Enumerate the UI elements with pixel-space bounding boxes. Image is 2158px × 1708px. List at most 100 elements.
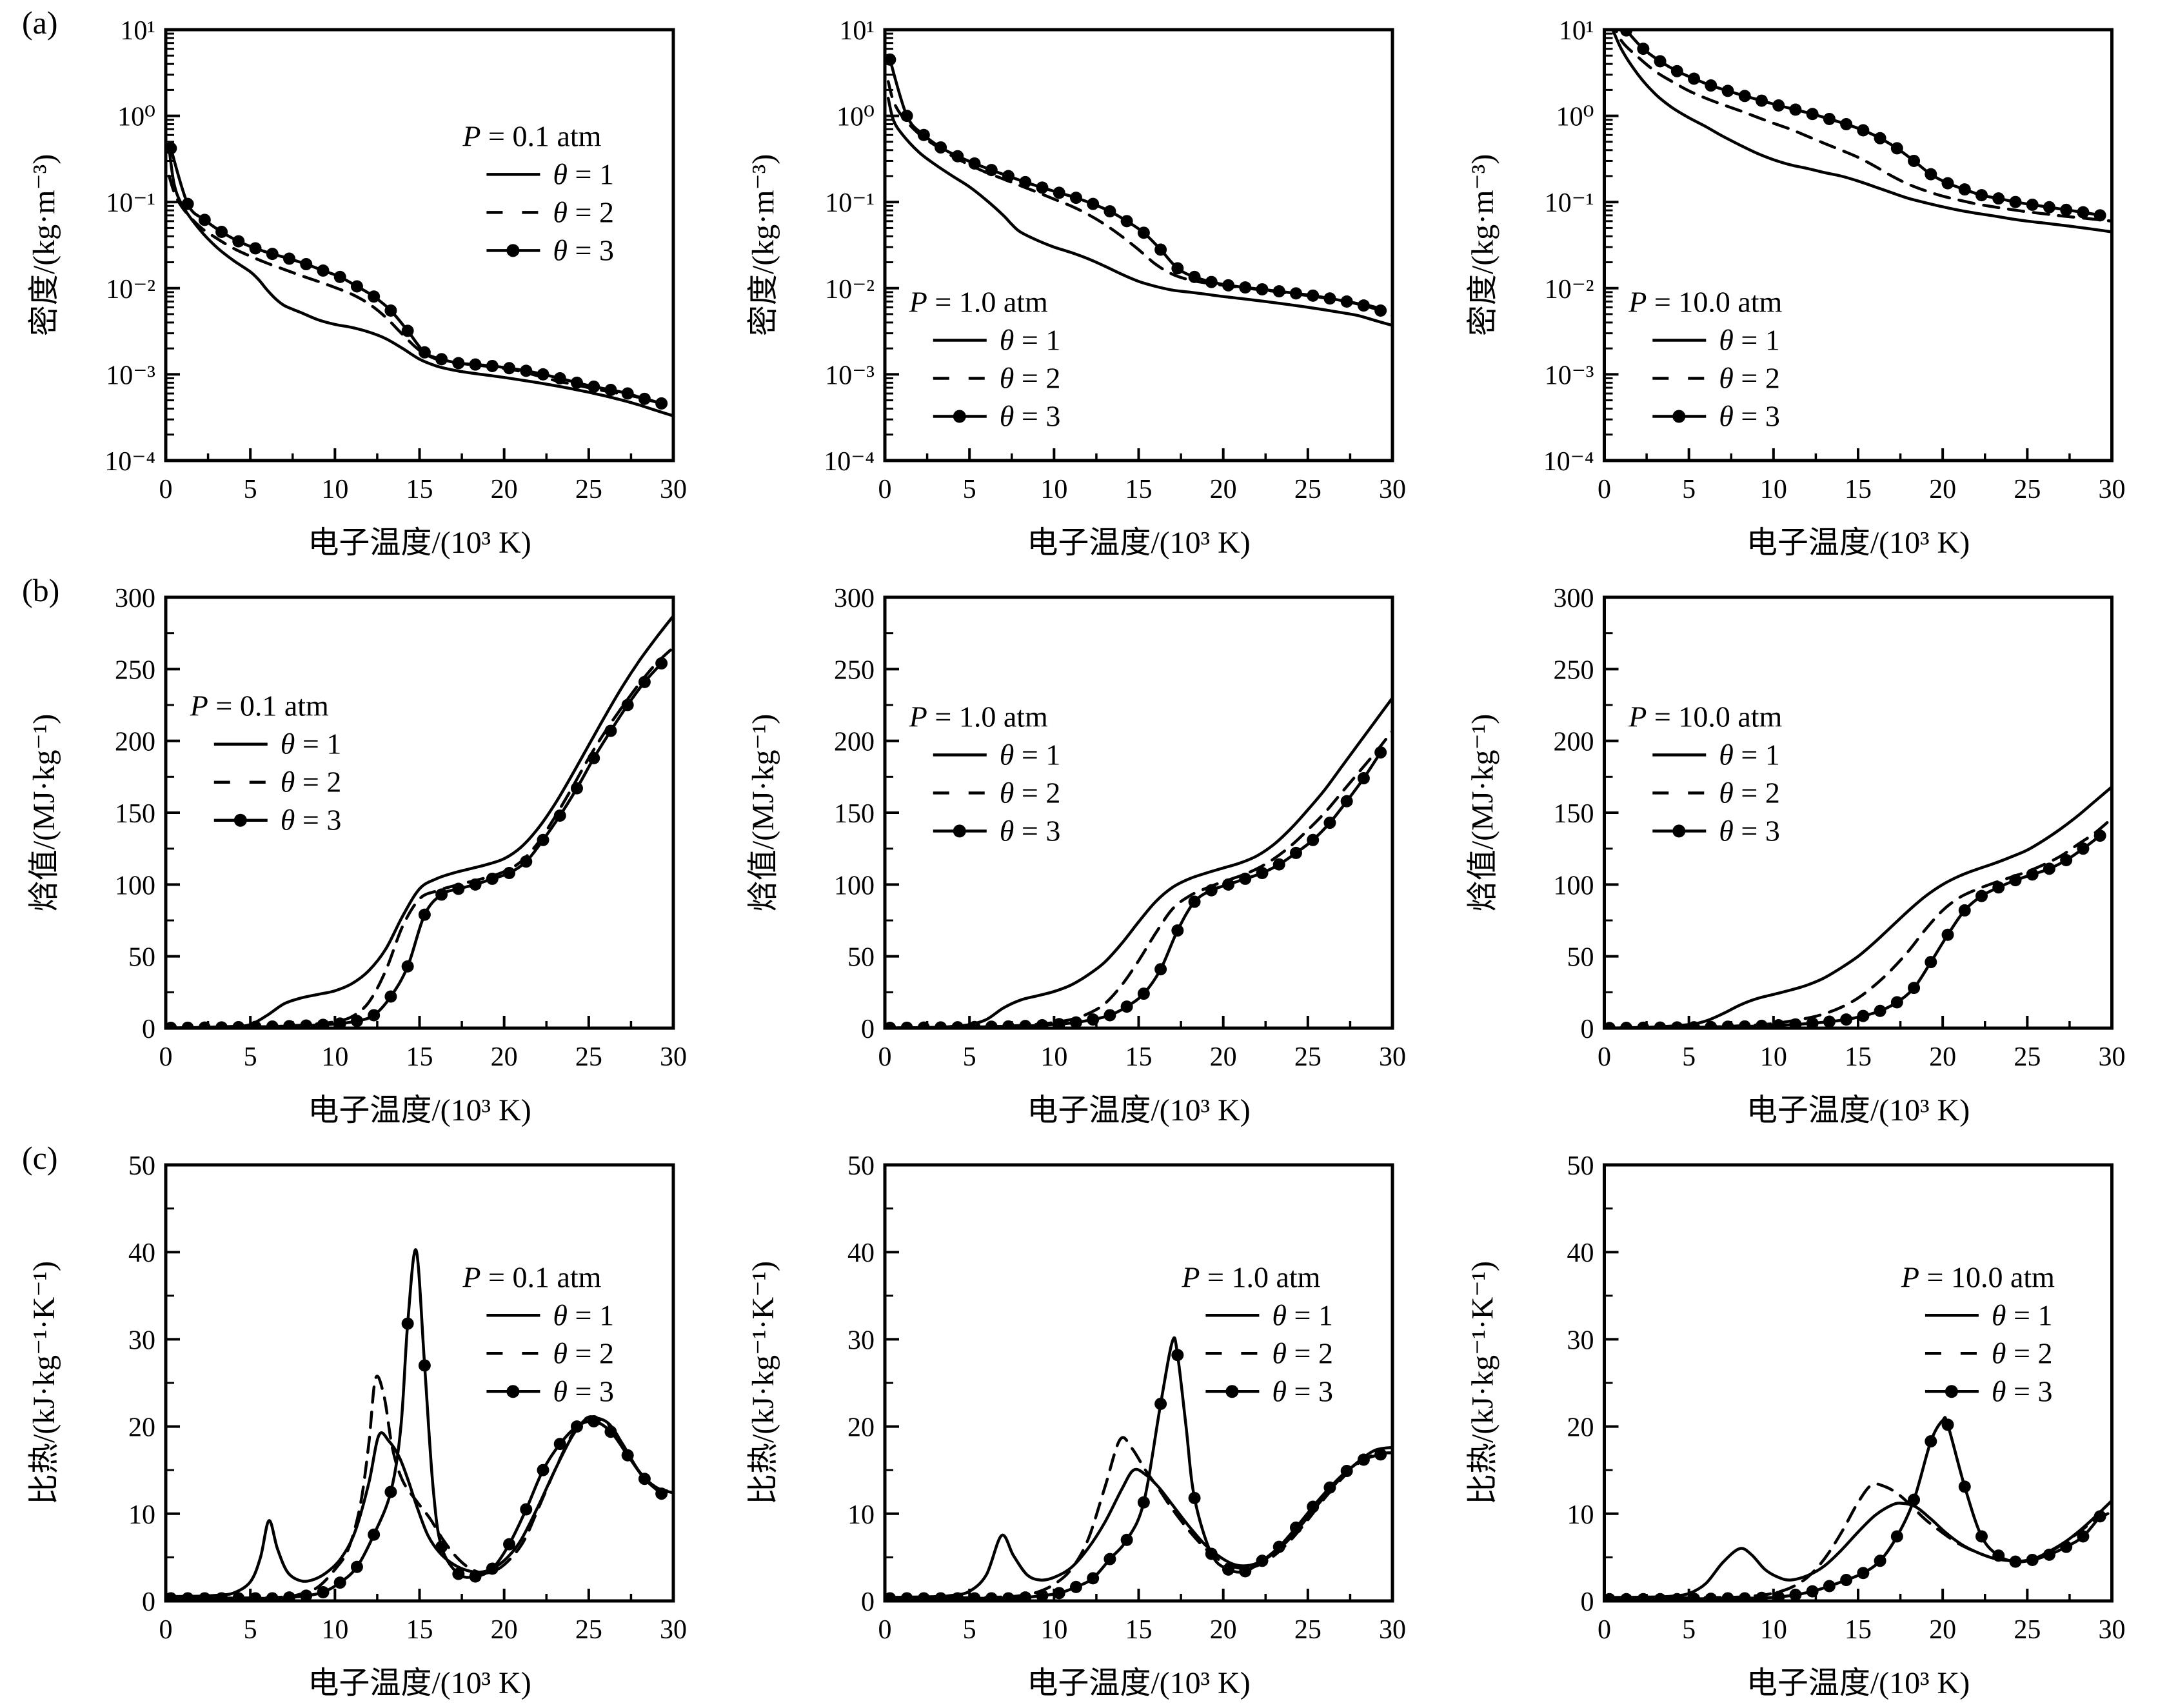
series-theta-3-point — [1036, 1019, 1049, 1029]
x-axis-label: 电子温度/(10³ K) — [1747, 1666, 1970, 1700]
series-theta-3-point — [1908, 1493, 1921, 1506]
x-tick-label: 10 — [321, 475, 348, 504]
x-axis-label: 电子温度/(10³ K) — [308, 1666, 531, 1700]
legend-entry-label-theta-2: θ = 2 — [553, 195, 614, 228]
y-axis-label: 比热/(kJ·kg⁻¹·K⁻¹) — [1466, 1261, 1500, 1505]
series-theta-3-point — [1738, 90, 1751, 103]
y-axis-label: 比热/(kJ·kg⁻¹·K⁻¹) — [27, 1261, 61, 1505]
x-tick-label: 25 — [2014, 1615, 2041, 1645]
series-theta-3-point — [1120, 215, 1133, 228]
series-theta-3-point — [1002, 1020, 1015, 1029]
series-theta-3-point — [1789, 1589, 1802, 1602]
series-theta-3-point — [198, 214, 211, 226]
series-theta-3-point — [588, 1415, 600, 1427]
series-theta-3-point — [1171, 1349, 1184, 1362]
series-theta-3-point — [1637, 43, 1650, 55]
x-tick-label: 15 — [1845, 1042, 1872, 1072]
series-theta-3-point — [537, 1464, 549, 1476]
y-tick-label: 10⁻² — [825, 275, 875, 304]
series-theta-1 — [884, 696, 1394, 1029]
series-theta-3-point — [1239, 872, 1252, 885]
series-theta-3-point — [655, 657, 668, 670]
plot-area: 0 5 10 15 20 25 30050100150200250300电子温度/(10³ … — [27, 584, 687, 1127]
series-theta-3-point — [1323, 817, 1336, 829]
series-theta-3-point — [1941, 928, 1954, 941]
x-tick-label: 10 — [321, 1615, 348, 1645]
series-theta-3-point — [2043, 1548, 2055, 1561]
x-tick-label: 20 — [1929, 1615, 1956, 1645]
series-theta-3-point — [951, 1592, 964, 1602]
series-theta-3-point — [1137, 988, 1150, 1000]
series-theta-3-point — [1890, 1530, 1903, 1543]
x-tick-label: 0 — [1598, 1042, 1611, 1072]
series-theta-1 — [886, 97, 1394, 327]
y-tick-label: 10⁰ — [836, 103, 875, 132]
series-theta-3-point — [968, 1020, 981, 1029]
series-theta-3-point — [1772, 1019, 1785, 1029]
legend-entry-label-theta-3: θ = 3 — [1992, 1375, 2053, 1407]
series-theta-3-point — [350, 1015, 363, 1028]
series-theta-3-point — [1975, 889, 1988, 902]
x-tick-label: 25 — [1294, 1615, 1322, 1645]
series-theta-3-point — [985, 164, 998, 177]
series-theta-3-point — [1823, 1015, 1836, 1028]
series-theta-3-point — [1171, 924, 1184, 937]
x-tick-label: 5 — [963, 1042, 976, 1072]
panel-specific-heat-0.1atm: (c) 0 5 10 15 20 25 30 0 10 20 30 40 50 电子温度/(10³ K) 比… — [0, 1135, 719, 1708]
series-theta-3-point — [1340, 295, 1353, 308]
panel-specific-heat-1.0atm: 0 5 10 15 20 25 30 0 10 20 30 40 50 电子温度/(10³ K) 比热/(k… — [719, 1135, 1438, 1708]
plot-area: 0 5 10 15 20 25 30 0 10 20 30 40 50 电子温度/(10³ K) 比热/(k… — [746, 1151, 1406, 1700]
y-tick-label: 10⁻⁴ — [1543, 447, 1594, 477]
legend-title: P = 1.0 atm — [909, 286, 1048, 319]
legend-entry-label-theta-1: θ = 1 — [1719, 324, 1780, 357]
series-theta-3 — [888, 751, 1382, 1029]
x-tick-label: 25 — [575, 1042, 602, 1072]
series-theta-3-point — [917, 1021, 930, 1029]
series-theta-3-point — [2094, 209, 2106, 222]
y-axis-label: 焓值/(MJ·kg⁻¹) — [27, 714, 61, 911]
y-tick-label: 30 — [1567, 1326, 1594, 1355]
series-theta-3-point — [1205, 884, 1218, 897]
series-theta-3-point — [435, 1540, 448, 1553]
plot-area: 0 5 10 15 20 25 30 0 10 20 30 40 50 电子温度/(10³ K) 比热/(k… — [27, 1151, 687, 1700]
series-theta-3-point — [1603, 1593, 1616, 1602]
series-theta-3-point — [2077, 206, 2090, 219]
series-theta-3-point — [1154, 963, 1167, 976]
series-theta-3-point — [1806, 108, 1819, 121]
series-theta-3-point — [1721, 1592, 1734, 1602]
series-theta-3-point — [1992, 881, 2005, 894]
panel-enthalpy-10.0atm: 0 5 10 15 20 25 30 0 50 100 150 200 250 300 电子温度/(10³ … — [1438, 568, 2158, 1135]
y-tick-label: 20 — [847, 1413, 875, 1443]
plot-area: 0 5 10 15 20 25 30050100150200250300电子温度/(10³ … — [746, 584, 1406, 1127]
y-tick-label: 10¹ — [839, 16, 875, 46]
y-tick-label: 0 — [1581, 1015, 1594, 1044]
series-theta-3-point — [1705, 1020, 1717, 1029]
series-theta-3-point — [1019, 1020, 1032, 1029]
x-tick-label: 25 — [1294, 1042, 1322, 1072]
legend-entry-label-theta-3: θ = 3 — [1719, 814, 1780, 847]
x-tick-label: 10 — [1760, 1042, 1787, 1072]
series-theta-3-point — [1890, 142, 1903, 155]
series-theta-3-point — [198, 1592, 211, 1602]
series-theta-3-point — [638, 1473, 651, 1485]
series-theta-3-point — [621, 699, 634, 711]
series-theta-3-point — [1806, 1017, 1819, 1029]
series-theta-3-point — [1620, 1593, 1633, 1602]
series-theta-3-point — [917, 1592, 930, 1602]
x-tick-label: 20 — [491, 1042, 518, 1072]
series-theta-3-point — [333, 1576, 346, 1589]
series-theta-3-point — [486, 1562, 499, 1575]
series-theta-3-point — [1688, 1021, 1701, 1029]
series-theta-3-point — [520, 364, 533, 377]
series-theta-3-point — [469, 1570, 482, 1583]
series-theta-3-point — [935, 1592, 947, 1602]
series-theta-3-point — [1755, 1591, 1768, 1602]
series-theta-3-point — [215, 1592, 228, 1602]
series-theta-3-point — [1289, 287, 1302, 300]
series-theta-3-point — [570, 376, 583, 389]
y-tick-label: 0 — [142, 1015, 155, 1044]
series-theta-3-point — [1256, 867, 1269, 880]
series-theta-3-point — [1104, 1009, 1116, 1022]
series-theta-3-point — [1874, 1554, 1886, 1567]
chart-enthalpy-10.0atm: 0 5 10 15 20 25 30050100150200250300电子温度/(10³ … — [1466, 584, 2126, 1127]
